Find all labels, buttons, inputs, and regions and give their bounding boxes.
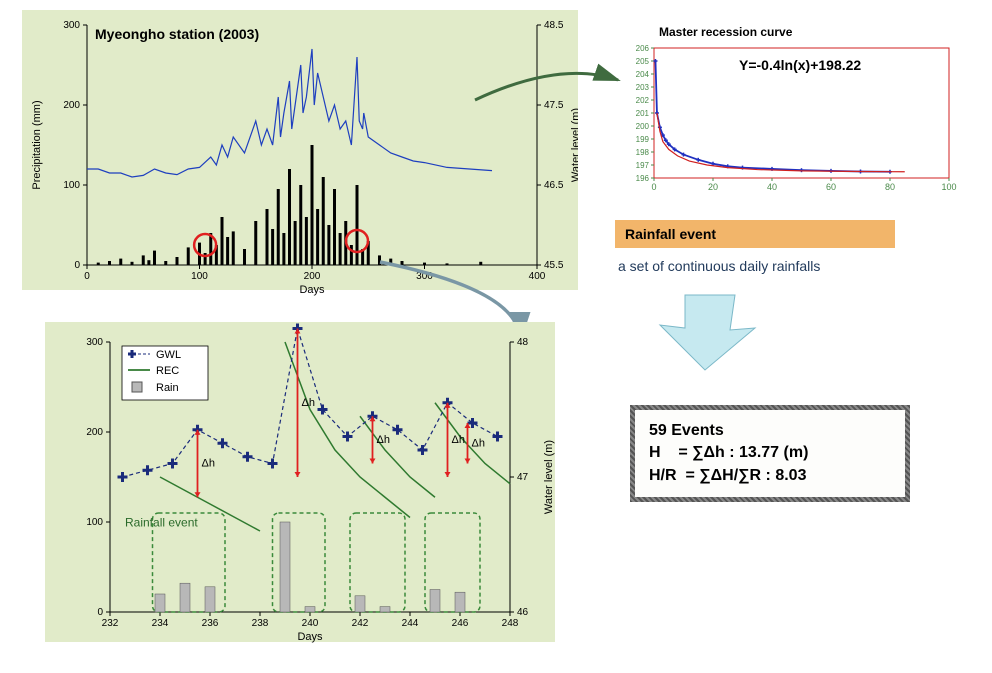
block-arrow [655, 290, 765, 380]
svg-text:Rain: Rain [156, 382, 179, 394]
svg-text:300: 300 [86, 337, 103, 348]
svg-text:200: 200 [86, 427, 103, 438]
results-line1: 59 Events [649, 420, 891, 442]
rainfall-event-title-box: Rainfall event [615, 220, 895, 248]
results-line3: H/R = ∑ΔH/∑R : 8.03 [649, 465, 891, 487]
svg-text:Δh: Δh [452, 434, 465, 446]
svg-text:236: 236 [202, 618, 219, 629]
rainfall-event-title: Rainfall event [625, 226, 716, 242]
svg-text:Water level (m): Water level (m) [543, 440, 555, 514]
results-box: 59 Events H = ∑Δh : 13.77 (m) H/R = ∑ΔH/… [630, 405, 910, 502]
svg-text:Δh: Δh [302, 397, 315, 409]
svg-text:Δh: Δh [377, 434, 390, 446]
svg-text:244: 244 [402, 618, 419, 629]
svg-text:0: 0 [97, 607, 103, 618]
svg-text:242: 242 [352, 618, 369, 629]
svg-text:46: 46 [517, 607, 529, 618]
svg-text:GWL: GWL [156, 349, 181, 361]
svg-text:240: 240 [302, 618, 319, 629]
svg-text:47: 47 [517, 472, 529, 483]
svg-text:232: 232 [102, 618, 119, 629]
svg-text:246: 246 [452, 618, 469, 629]
rainfall-event-subtitle: a set of continuous daily rainfalls [618, 258, 820, 274]
svg-text:48: 48 [517, 337, 529, 348]
svg-text:238: 238 [252, 618, 269, 629]
svg-text:234: 234 [152, 618, 169, 629]
svg-text:REC: REC [156, 365, 179, 377]
svg-text:Δh: Δh [472, 437, 485, 449]
svg-text:248: 248 [502, 618, 519, 629]
svg-text:Δh: Δh [202, 458, 215, 470]
svg-text:Days: Days [297, 631, 323, 643]
svg-text:Rainfall event: Rainfall event [125, 516, 198, 530]
svg-text:100: 100 [86, 517, 103, 528]
detail-chart: 0 100 200 300 46 47 48 232 234 236 238 240 242 244 246… [45, 322, 585, 672]
results-line2: H = ∑Δh : 13.77 (m) [649, 442, 891, 464]
